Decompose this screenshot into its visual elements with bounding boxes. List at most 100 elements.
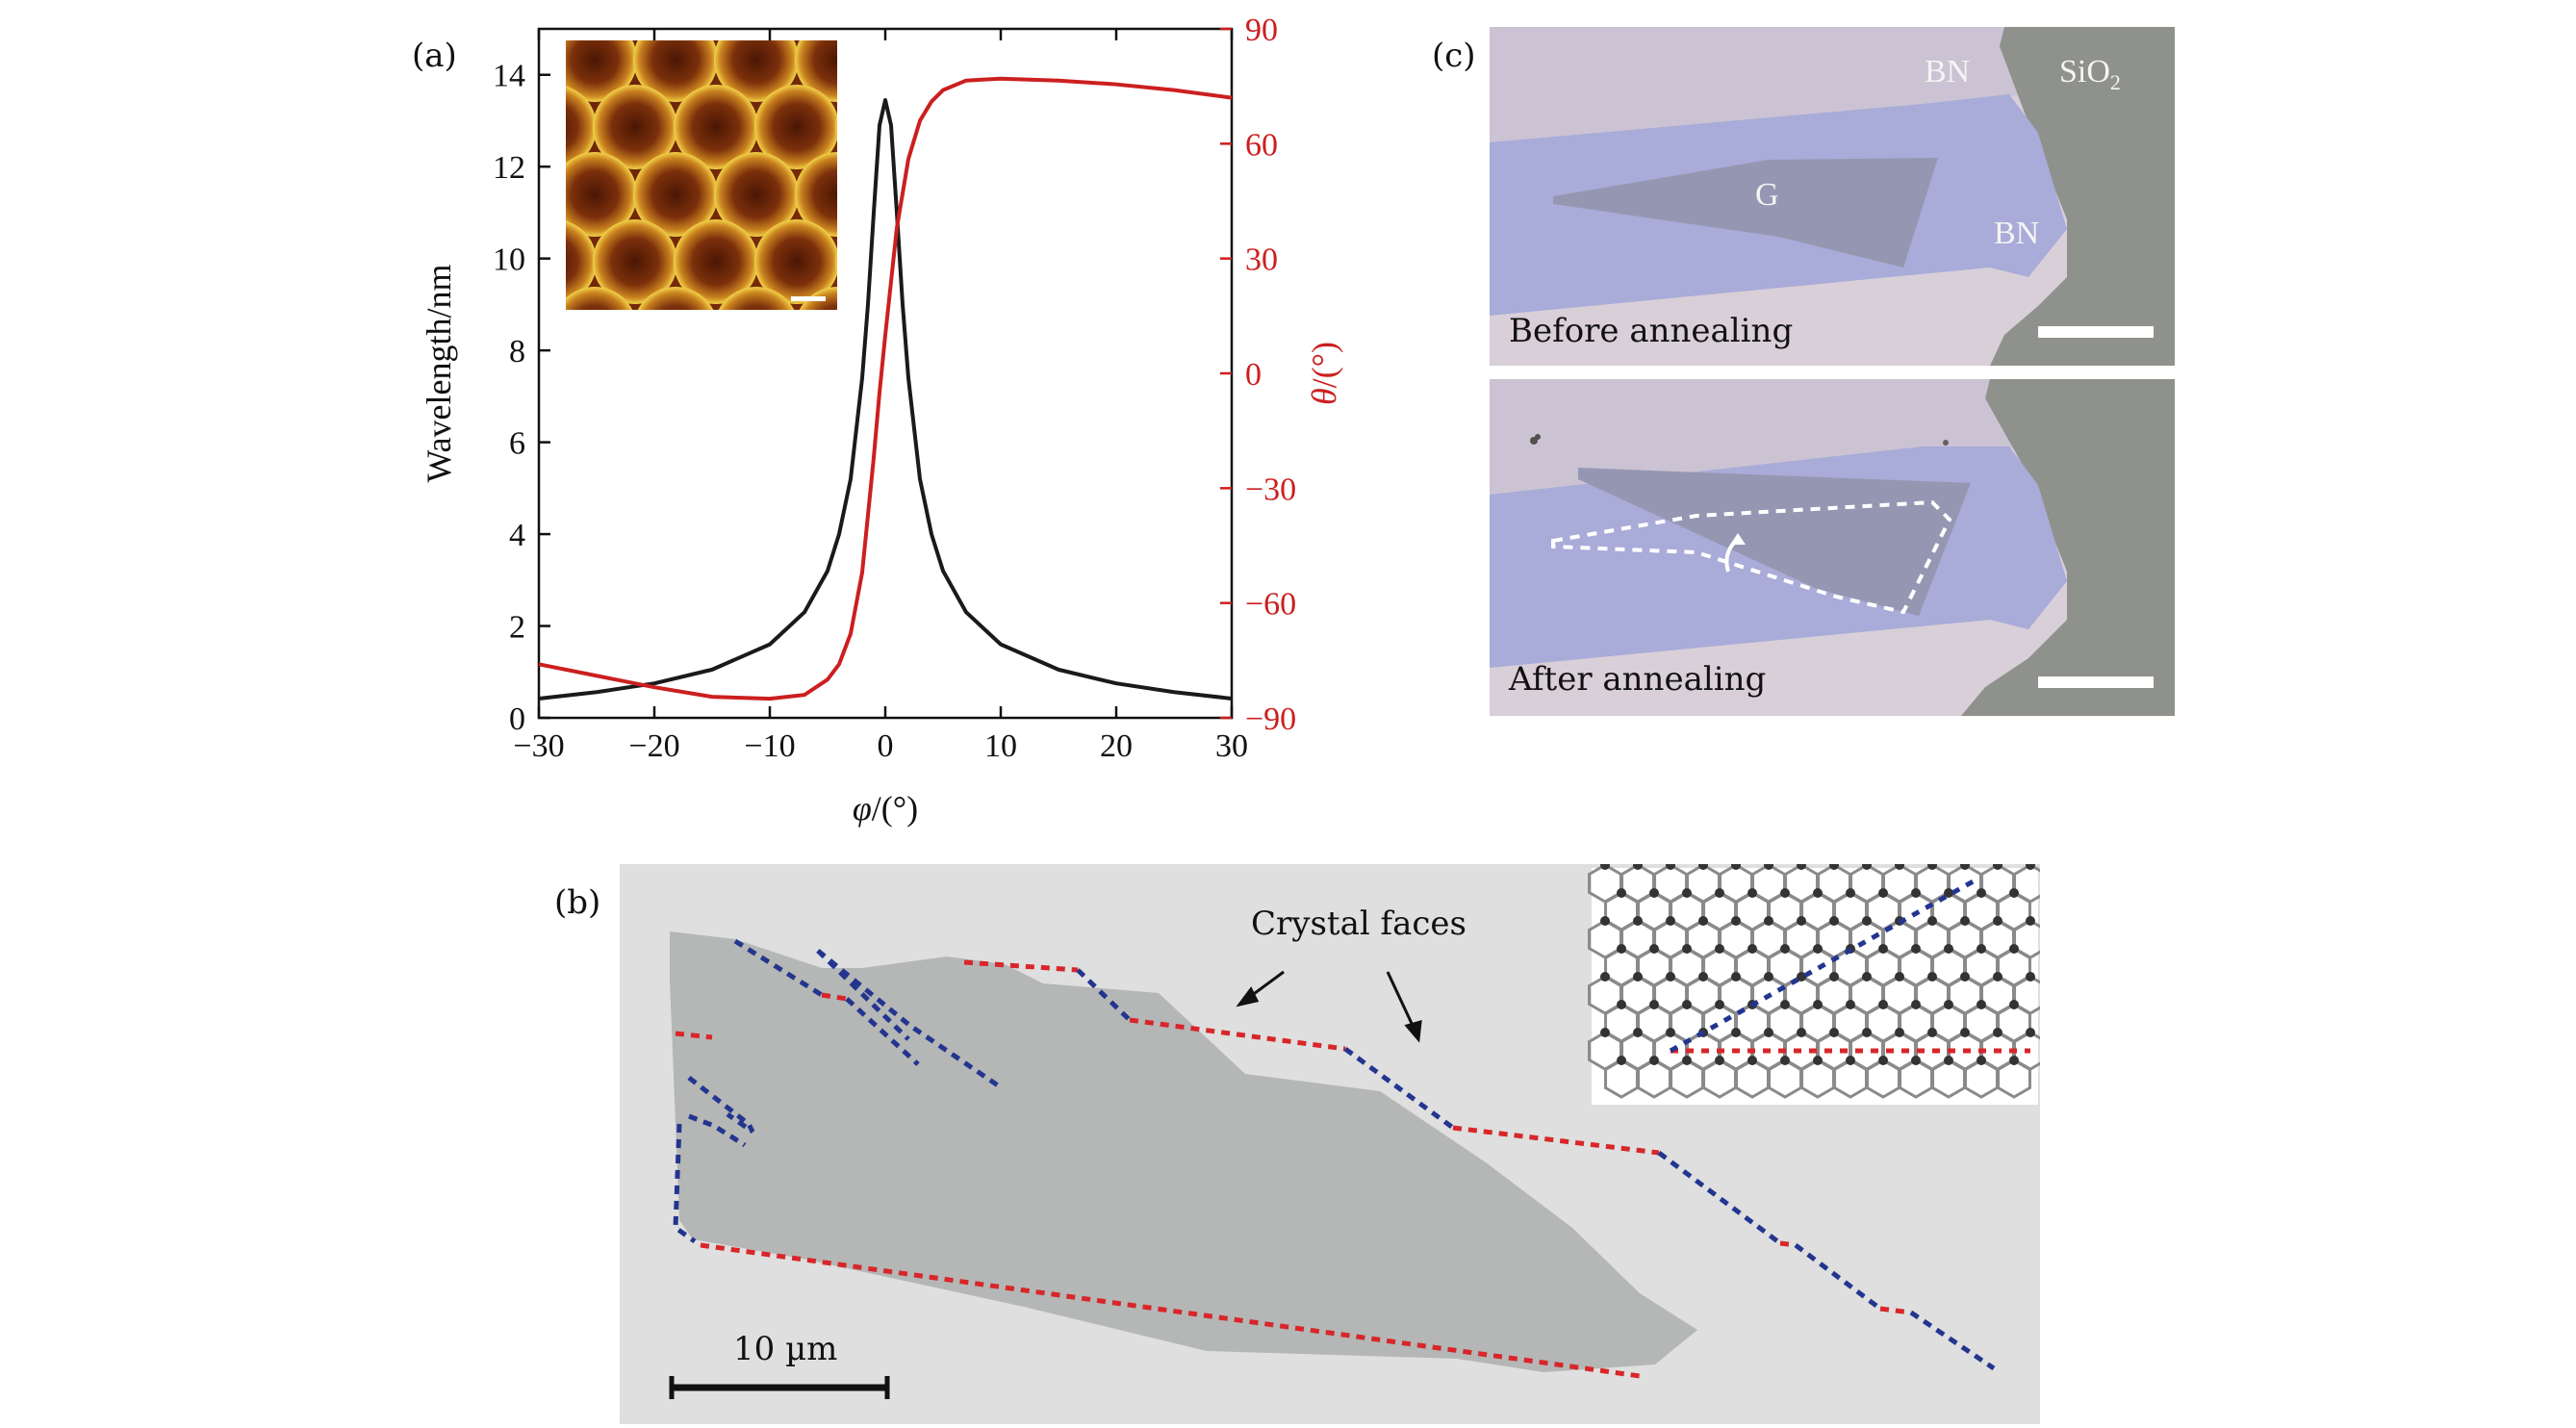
lattice-atom (1731, 1028, 1741, 1037)
lattice-atom (2026, 972, 2035, 982)
afm-cell (754, 219, 837, 304)
lattice-atom (1780, 1000, 1790, 1009)
lattice-inset (1588, 860, 2048, 1105)
y-right-tick-label: −60 (1245, 587, 1296, 623)
panel-c-label: (c) (1432, 37, 1476, 75)
afm-cell (714, 40, 799, 102)
lattice-atom (1960, 1028, 1970, 1037)
lattice-atom (2009, 1000, 2019, 1009)
lattice-atom (1846, 1056, 1855, 1065)
lattice-atom (1649, 1000, 1659, 1009)
panel-b-drawing (620, 860, 2048, 1424)
sio2-subscript: 2 (2109, 69, 2121, 94)
lattice-atom (1747, 888, 1757, 898)
lattice-atom (1682, 888, 1692, 898)
lattice-atom (1911, 888, 1921, 898)
lattice-atom (1993, 1028, 2002, 1037)
afm-cell (566, 287, 633, 310)
lattice-atom (1797, 916, 1806, 926)
lattice-atom (1862, 1028, 1872, 1037)
lattice-atom (1764, 1028, 1773, 1037)
y-right-tick-label: 60 (1245, 127, 1278, 163)
lattice-atom (1780, 1056, 1790, 1065)
lattice-atom (1649, 888, 1659, 898)
y-left-tick-label: 0 (509, 701, 525, 737)
sio2-text: SiO (2059, 54, 2110, 89)
lattice-atom (1797, 1028, 1806, 1037)
after-photo-drawing (1490, 379, 2175, 716)
lattice-atom (1944, 1000, 1953, 1009)
y-right-tick-label: −30 (1245, 472, 1296, 507)
lattice-atom (1878, 1000, 1888, 1009)
right-tick-labels: −90 −60 −30 0 30 60 90 (1245, 13, 1296, 737)
lattice-atom (1649, 944, 1659, 954)
lattice-atom (1617, 944, 1626, 954)
lattice-atom (1944, 1056, 1953, 1065)
lattice-atom (1813, 944, 1823, 954)
x-unit: /(°) (872, 789, 918, 828)
lattice-atom (2009, 888, 2019, 898)
y-left-tick-label: 6 (509, 426, 525, 462)
y-left-tick-label: 14 (493, 59, 525, 94)
lattice-atom (1813, 1000, 1823, 1009)
lattice-atom (1829, 972, 1839, 982)
afm-cell (566, 86, 597, 168)
lattice-atom (1715, 888, 1724, 898)
afm-inset-image (566, 40, 837, 310)
lattice-atom (1878, 944, 1888, 954)
graphene-flake (670, 931, 1697, 1372)
lattice-atom (1927, 1028, 1937, 1037)
label-bn-top: BN (1925, 54, 1971, 89)
lattice-atom (1698, 916, 1708, 926)
lattice-atom (1698, 972, 1708, 982)
afm-cell (674, 219, 758, 304)
before-photo-drawing (1490, 27, 2175, 366)
lattice-atom (1666, 1028, 1675, 1037)
lattice-atom (2026, 916, 2035, 926)
afm-cell (566, 220, 597, 303)
afm-cell (718, 287, 795, 310)
crystal-face-edges (673, 938, 1996, 1379)
lattice-atom (1715, 1000, 1724, 1009)
lattice-atom (1780, 944, 1790, 954)
annotation-arrows (1236, 970, 1422, 1043)
y-right-symbol: θ (1305, 388, 1343, 405)
x-tick-label: 10 (984, 728, 1017, 764)
lattice-atom (1829, 916, 1839, 926)
lattice-atom (1617, 1000, 1626, 1009)
lattice-atom (1747, 1056, 1757, 1065)
afm-cell (835, 114, 837, 140)
afm-cell (566, 152, 637, 237)
lattice-atom (1944, 944, 1953, 954)
lattice-atom (1846, 1000, 1855, 1009)
lattice-atom (2009, 944, 2019, 954)
lattice-atom (1878, 1056, 1888, 1065)
afm-cell (566, 40, 637, 102)
scale-bar-top (2038, 326, 2154, 338)
lattice-atom (1977, 1056, 1986, 1065)
lattice-atom (1911, 1056, 1921, 1065)
afm-cell (593, 85, 677, 169)
panel-b: Crystal faces 10 µm (620, 860, 2048, 1424)
scale-bar-label: 10 µm (733, 1330, 838, 1368)
lattice-atom (1747, 944, 1757, 954)
afm-cell (637, 287, 714, 310)
label-g: G (1755, 177, 1779, 213)
photo-before-annealing: BN SiO2 G BN Before annealing (1490, 27, 2175, 366)
lattice-hexagon (1997, 1058, 2031, 1099)
lattice-atom (1911, 1000, 1921, 1009)
panel-a-label: (a) (412, 37, 457, 75)
lattice-atom (1600, 916, 1610, 926)
lattice-atom (1977, 888, 1986, 898)
lattice-atom (1666, 972, 1675, 982)
y-right-axis-title: θ/(°) (1305, 342, 1343, 405)
lattice-atom (1813, 888, 1823, 898)
lattice-atom (1682, 1000, 1692, 1009)
series-theta-line (538, 76, 1233, 701)
lattice-atom (1813, 1056, 1823, 1065)
lattice-atom (1715, 944, 1724, 954)
lattice-atom (1780, 888, 1790, 898)
scale-bar-b (669, 1376, 890, 1399)
lattice-atom (1633, 1028, 1643, 1037)
lattice-atom (1960, 916, 1970, 926)
